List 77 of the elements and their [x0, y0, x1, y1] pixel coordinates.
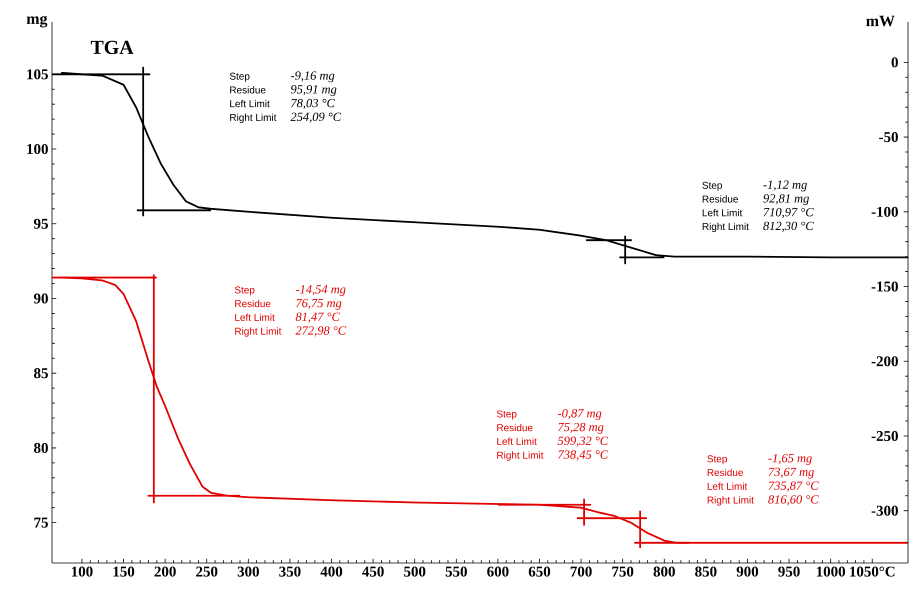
annotation: Right Limit [708, 496, 754, 506]
annotation: -1,65 mg [768, 454, 812, 465]
annotation: 816,60 °C [768, 495, 819, 506]
annotation: -1,12 mg [763, 180, 807, 192]
annotation: 78,03 °C [291, 98, 335, 110]
annotation: -14,54 mg [296, 285, 346, 296]
annotation: Step [230, 72, 250, 82]
annotation: Left Limit [497, 438, 537, 445]
annotation: Step [702, 182, 722, 191]
annotation: 95,91 mg [290, 85, 336, 96]
y2-tick-label: -100 [872, 206, 898, 217]
annotation: Step [496, 410, 517, 420]
annotation: -9,16 mg [290, 71, 334, 82]
x-tick-label: 850 [695, 566, 717, 577]
annotation: Residue [708, 468, 743, 476]
x-tick-label: 600 [487, 566, 509, 577]
annotation: 710,97 °C [764, 208, 814, 218]
annotation: Right Limit [497, 451, 544, 461]
annotation: 812,30 °C [763, 222, 814, 232]
annotation: Residue [230, 86, 266, 94]
annotation: 75,28 mg [558, 422, 604, 434]
annotation: -0,87 mg [558, 409, 602, 420]
y2-tick-label: -200 [872, 356, 898, 366]
x-tick-label: 1050°C [850, 566, 894, 577]
y-tick-label: 90 [34, 293, 48, 304]
x-tick-label: 500 [404, 566, 426, 577]
x-tick-label: 350 [279, 566, 301, 577]
annotation: 254,09 °C [290, 112, 342, 123]
x-tick-label: 650 [528, 566, 550, 577]
x-tick-label: 900 [736, 566, 758, 577]
y-tick-label: 85 [34, 368, 48, 378]
annotation: 738,45 °C [558, 450, 608, 461]
x-tick-label: 750 [612, 566, 634, 577]
x-tick-label: 550 [446, 566, 467, 577]
x-tick-label: 700 [570, 566, 592, 577]
annotation: Residue [702, 195, 738, 203]
annotation: Right Limit [235, 327, 282, 337]
annotation: 76,75 mg [296, 298, 342, 310]
y-tick-label: 100 [27, 144, 48, 154]
annotation: 81,47 °C [296, 312, 340, 323]
annotation: Left Limit [230, 100, 270, 108]
annotation: Left Limit [708, 482, 748, 490]
x-tick-label: 800 [654, 566, 675, 577]
x-tick-label: 200 [154, 566, 176, 577]
annotation: 599,32 °C [558, 436, 608, 447]
annotation: Left Limit [235, 314, 275, 321]
annotation: Step [707, 455, 727, 464]
y2-tick-label: -150 [872, 281, 898, 292]
y-tick-label: 80 [34, 442, 48, 453]
x-tick-label: 100 [72, 566, 93, 577]
annotation: Right Limit [230, 114, 276, 123]
annotation: 272,98 °C [295, 326, 346, 337]
y2-axis-title: mW [866, 16, 895, 26]
y2-tick-label: -50 [879, 132, 898, 142]
y-tick-label: 105 [27, 69, 48, 80]
annotation: Residue [235, 300, 270, 308]
annotation: Left Limit [702, 209, 742, 216]
x-tick-label: 1000 [816, 566, 846, 577]
annotation: 92,81 mg [763, 194, 809, 206]
text: TGA [90, 40, 134, 54]
annotation: Right Limit [702, 222, 749, 232]
y2-tick-label: -250 [872, 430, 898, 442]
x-tick-label: 950 [778, 566, 800, 577]
y2-tick-label: -300 [872, 506, 898, 516]
y2-tick-label: 0 [892, 57, 898, 68]
y-tick-label: 95 [34, 218, 48, 229]
x-tick-label: 450 [362, 566, 384, 577]
x-tick-label: 150 [114, 566, 134, 577]
y-axis-title: mg [26, 16, 48, 28]
x-tick-label: 300 [238, 566, 259, 577]
x-tick-label: 400 [320, 566, 342, 577]
annotation: Step [234, 286, 254, 296]
annotation: 73,67 mg [768, 468, 814, 479]
x-tick-label: 250 [196, 566, 218, 577]
annotation: 735,87 °C [768, 481, 819, 492]
y-tick-label: 75 [34, 518, 48, 528]
annotation: Residue [497, 424, 533, 432]
